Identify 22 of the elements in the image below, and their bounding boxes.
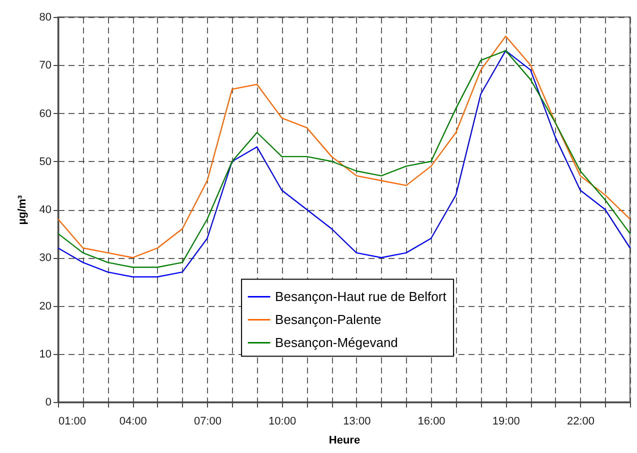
x-axis-title: Heure (328, 434, 360, 446)
x-tick-label: 22:00 (566, 416, 595, 428)
y-tick-label: 30 (39, 252, 52, 264)
y-tick-label: 80 (39, 12, 52, 24)
x-tick-label: 13:00 (343, 416, 371, 428)
legend-label: Besançon-Palente (275, 312, 382, 327)
y-tick-label: 70 (39, 60, 52, 72)
x-tick-label: 07:00 (194, 416, 222, 428)
x-tick-label: 04:00 (119, 416, 147, 428)
x-tick-label: 10:00 (268, 416, 296, 428)
x-tick-label: 19:00 (492, 416, 520, 428)
y-tick-label: 50 (39, 156, 52, 168)
y-tick-label: 40 (39, 204, 52, 216)
x-tick-label: 16:00 (418, 416, 446, 428)
y-tick-label: 20 (39, 300, 52, 312)
y-tick-label: 10 (39, 348, 52, 360)
legend-label: Besançon-Mégevand (275, 334, 398, 350)
x-tick-label: 01:00 (58, 416, 86, 428)
y-tick-label: 0 (45, 396, 52, 408)
legend-label: Besançon-Haut rue de Belfort (275, 288, 447, 304)
y-axis-title: µg/m³ (16, 194, 28, 225)
y-tick-label: 60 (39, 108, 52, 120)
